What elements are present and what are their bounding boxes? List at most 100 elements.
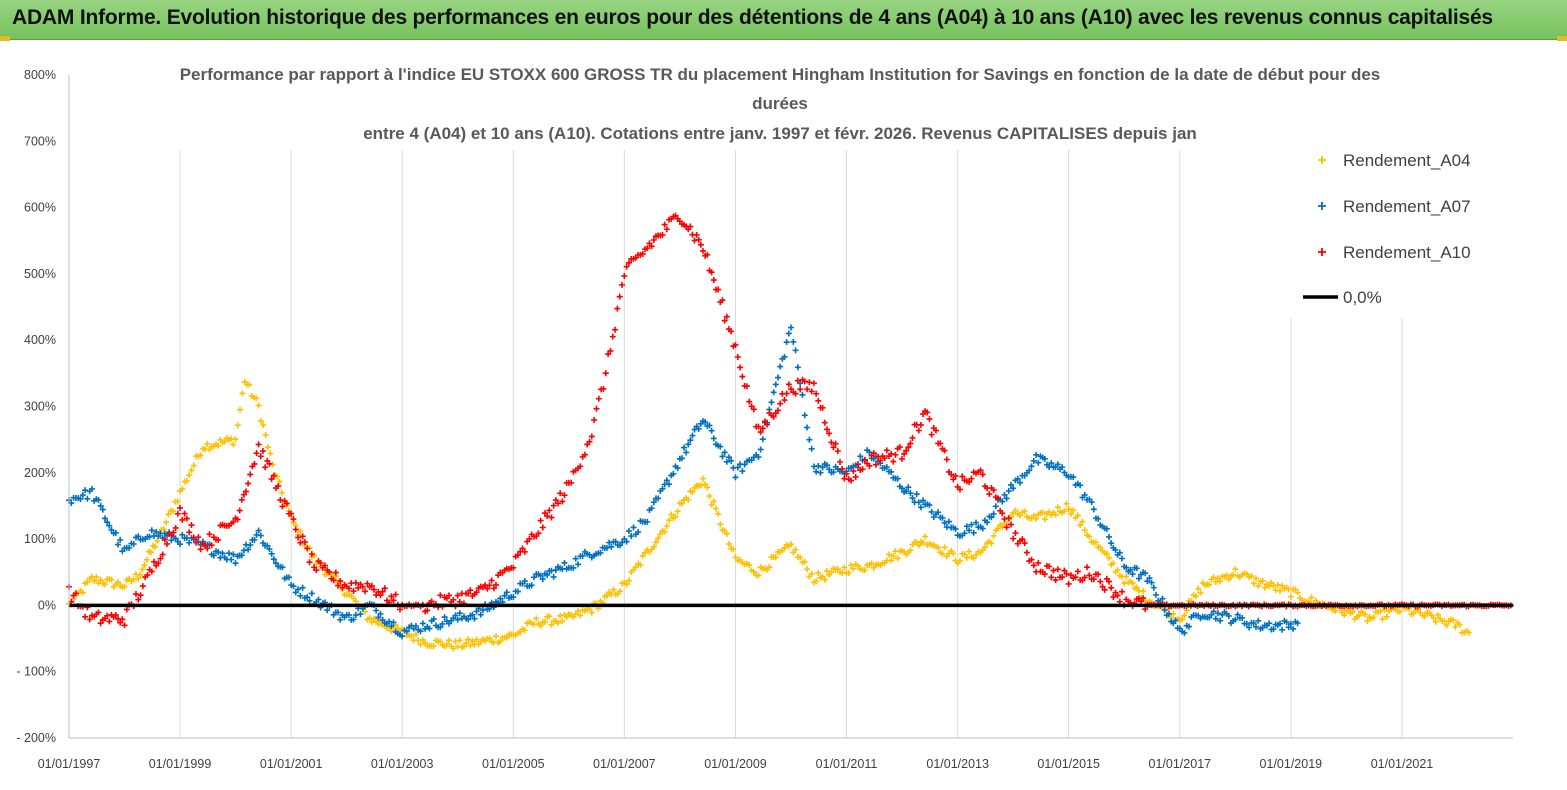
data-point: [350, 616, 357, 623]
data-point: [1165, 610, 1172, 617]
data-point: [1148, 579, 1155, 586]
data-point: [815, 569, 822, 576]
data-point: [112, 529, 119, 536]
data-point: [441, 614, 448, 621]
data-point: [1072, 574, 1079, 581]
data-point: [661, 221, 668, 228]
data-point: [304, 545, 311, 552]
data-point: [456, 637, 463, 644]
y-tick-label: - 200%: [16, 731, 56, 745]
data-point: [948, 471, 955, 478]
data-point: [521, 627, 528, 634]
data-point: [1292, 586, 1299, 593]
data-point: [586, 438, 593, 445]
data-point: [1137, 598, 1144, 605]
data-point: [174, 510, 181, 517]
data-point: [377, 592, 384, 599]
data-point: [857, 453, 864, 460]
data-point: [1061, 567, 1068, 574]
data-point: [810, 380, 817, 387]
data-point: [990, 532, 997, 539]
data-point: [377, 610, 384, 617]
data-point: [132, 591, 139, 598]
data-point: [1116, 549, 1123, 556]
data-point: [1266, 620, 1273, 627]
data-point: [1059, 574, 1066, 581]
data-point: [1217, 617, 1224, 624]
data-point: [828, 569, 835, 576]
data-point: [1023, 549, 1030, 556]
data-point: [968, 521, 975, 528]
data-point: [108, 576, 115, 583]
data-point: [264, 542, 271, 549]
data-point: [723, 458, 730, 465]
data-point: [883, 447, 890, 454]
data-point: [828, 439, 835, 446]
data-point: [1079, 518, 1086, 525]
data-point: [232, 560, 239, 567]
data-point: [650, 236, 657, 243]
data-point: [973, 519, 980, 526]
data-point: [544, 571, 551, 578]
data-point: [114, 579, 121, 586]
data-point: [1005, 515, 1012, 522]
data-point: [297, 592, 304, 599]
data-point: [806, 436, 813, 443]
data-point: [236, 507, 243, 514]
data-point: [357, 611, 364, 618]
data-point: [801, 558, 808, 565]
data-point: [467, 642, 474, 649]
data-point: [143, 556, 150, 563]
data-point: [861, 456, 868, 463]
data-point: [1017, 479, 1024, 486]
data-point: [1234, 611, 1241, 618]
data-point: [123, 606, 130, 613]
data-point: [1181, 629, 1188, 636]
data-point: [552, 566, 559, 573]
data-point: [1095, 515, 1102, 522]
data-point: [1364, 618, 1371, 625]
data-point: [1253, 575, 1259, 582]
data-point: [999, 498, 1006, 505]
data-point: [370, 586, 377, 593]
data-point: [188, 467, 195, 474]
data-point: [186, 529, 193, 536]
data-point: [550, 573, 557, 580]
data-point: [619, 281, 626, 288]
data-point: [706, 422, 713, 429]
data-point: [1010, 535, 1017, 542]
data-point: [535, 530, 542, 537]
data-point: [913, 491, 920, 498]
y-tick-label: 500%: [24, 267, 56, 281]
data-point: [877, 457, 884, 464]
data-point: [148, 527, 155, 534]
data-point: [1077, 482, 1084, 489]
data-point: [968, 475, 975, 482]
data-point: [1052, 577, 1059, 584]
data-point: [275, 483, 282, 490]
data-point: [950, 550, 957, 557]
data-point: [1144, 578, 1151, 585]
y-tick-label: 0%: [38, 598, 56, 612]
data-point: [141, 561, 148, 568]
data-point: [792, 546, 799, 553]
data-point: [907, 547, 914, 554]
data-point: [245, 546, 252, 553]
data-point: [373, 607, 380, 614]
data-point: [97, 620, 104, 627]
data-point: [350, 588, 357, 595]
data-point: [661, 528, 668, 535]
data-point: [979, 471, 986, 478]
data-point: [255, 441, 262, 448]
data-point: [552, 497, 559, 504]
data-point: [1208, 611, 1215, 618]
data-point: [1383, 613, 1390, 620]
data-point: [681, 444, 688, 451]
data-point: [961, 530, 968, 537]
data-point: [575, 561, 582, 568]
data-point: [251, 536, 258, 543]
data-point: [1119, 588, 1125, 595]
data-point: [591, 416, 598, 423]
data-point: [939, 550, 946, 557]
data-point: [659, 485, 666, 492]
